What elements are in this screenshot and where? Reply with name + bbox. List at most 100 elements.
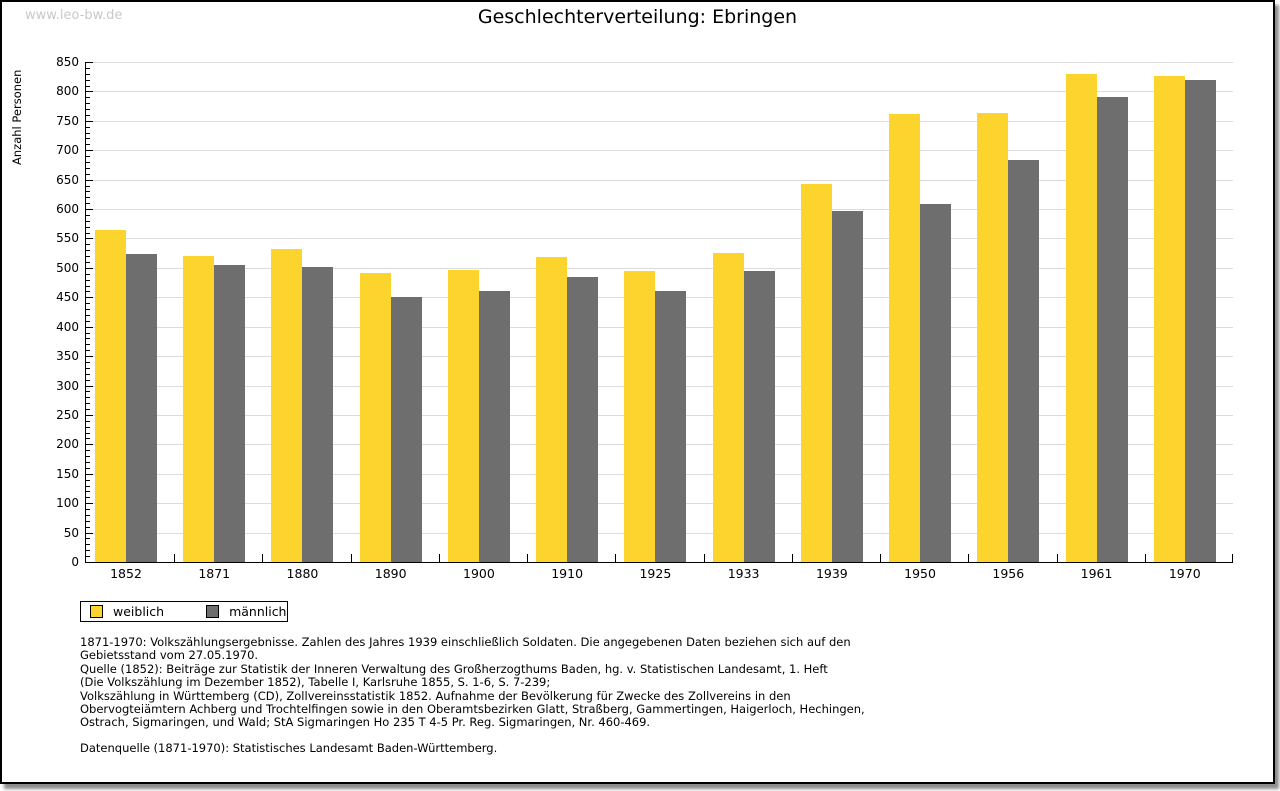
y-minor-tick-380 [86, 338, 90, 340]
y-minor-tick-630 [86, 191, 90, 193]
y-tick-label-350: 350 [56, 349, 79, 364]
y-axis-title: Anzahl Personen [10, 69, 24, 165]
y-tick-label-150: 150 [56, 466, 79, 481]
y-minor-tick-10 [86, 556, 90, 558]
y-minor-tick-610 [86, 203, 90, 205]
y-tick-label-400: 400 [56, 319, 79, 334]
bar-männlich-1880 [302, 267, 334, 562]
y-minor-tick-740 [86, 126, 90, 128]
x-tick-label-1890: 1890 [374, 566, 407, 581]
y-major-tick-500 [86, 267, 93, 269]
y-minor-tick-110 [86, 497, 90, 499]
bar-männlich-1890 [390, 296, 422, 562]
footnote-line-3: Quelle (1852): Beiträge zur Statistik de… [80, 661, 828, 676]
x-boundary-tick-2 [262, 554, 264, 562]
y-minor-tick-760 [86, 114, 90, 116]
y-minor-tick-640 [86, 185, 90, 187]
gridline-550 [86, 238, 1233, 240]
x-tick-label-1961: 1961 [1080, 566, 1113, 581]
y-tick-label-0: 0 [71, 555, 79, 569]
y-minor-tick-220 [86, 432, 90, 434]
x-boundary-tick-8 [791, 554, 793, 562]
y-minor-tick-260 [86, 409, 90, 411]
y-minor-tick-770 [86, 109, 90, 111]
y-major-tick-550 [86, 238, 93, 240]
legend-label-weiblich: weiblich [113, 604, 165, 619]
y-tick-label-450: 450 [56, 290, 79, 305]
bar-männlich-1925 [655, 290, 687, 562]
y-minor-tick-370 [86, 344, 90, 346]
x-tick-label-1871: 1871 [198, 566, 231, 581]
x-boundary-tick-4 [438, 554, 440, 562]
y-minor-tick-490 [86, 273, 90, 275]
bar-männlich-1900 [478, 291, 510, 562]
legend-item-maennlich: männlich [206, 605, 286, 618]
y-major-tick-850 [86, 62, 93, 63]
x-boundary-tick-5 [527, 554, 529, 562]
y-minor-tick-120 [86, 491, 90, 493]
y-minor-tick-330 [86, 367, 90, 369]
y-major-tick-300 [86, 385, 93, 387]
bar-weiblich-1950 [889, 113, 921, 562]
y-minor-tick-680 [86, 162, 90, 163]
datasource-line: Datenquelle (1871-1970): Statistisches L… [80, 741, 498, 755]
footnote-block: 1871-1970: Volkszählungsergebnisse. Zahl… [80, 635, 865, 730]
y-minor-tick-310 [86, 379, 90, 381]
x-tick-label-1880: 1880 [286, 566, 319, 581]
x-boundary-tick-10 [968, 554, 970, 562]
x-boundary-tick-12 [1144, 554, 1146, 562]
bar-männlich-1961 [1096, 96, 1128, 562]
y-tick-label-250: 250 [56, 407, 79, 422]
footnote-line-7: Ostrach, Sigmaringen, und Wald; StA Sigm… [80, 715, 651, 730]
y-minor-tick-520 [86, 256, 90, 258]
y-tick-label-200: 200 [56, 437, 79, 452]
x-tick-label-1910: 1910 [551, 566, 584, 581]
x-boundary-tick-6 [615, 554, 617, 562]
gridline-800 [86, 91, 1233, 93]
y-minor-tick-730 [86, 132, 90, 134]
y-minor-tick-80 [86, 514, 90, 516]
x-tick-label-1950: 1950 [904, 566, 936, 581]
x-tick-label-1939: 1939 [815, 566, 848, 581]
y-minor-tick-340 [86, 362, 90, 363]
y-tick-label-700: 700 [56, 143, 79, 158]
y-major-tick-650 [86, 179, 93, 181]
x-axis-end-tick [1232, 554, 1233, 562]
y-minor-tick-670 [86, 167, 90, 169]
y-minor-tick-230 [86, 426, 90, 428]
bar-männlich-1910 [567, 277, 599, 562]
y-minor-tick-140 [86, 479, 90, 481]
bar-weiblich-1970 [1153, 76, 1185, 562]
y-tick-label-600: 600 [56, 202, 79, 217]
y-tick-label-550: 550 [56, 231, 79, 246]
legend-swatch-weiblich [90, 605, 103, 618]
y-minor-tick-170 [86, 462, 90, 463]
y-tick-label-50: 50 [63, 525, 79, 540]
y-major-tick-700 [86, 150, 93, 152]
y-minor-tick-620 [86, 197, 90, 199]
x-boundary-tick-11 [1056, 554, 1058, 562]
y-major-tick-250 [86, 414, 93, 416]
y-minor-tick-30 [86, 544, 90, 546]
y-minor-tick-810 [86, 85, 90, 87]
y-minor-tick-40 [86, 538, 90, 540]
bar-weiblich-1939 [800, 183, 832, 562]
x-boundary-tick-9 [880, 554, 882, 562]
bar-weiblich-1933 [712, 253, 744, 562]
footnote-line-6: Obervogteiämtern Achberg und Trochtelfin… [80, 702, 865, 717]
y-major-tick-600 [86, 209, 93, 211]
bar-weiblich-1852 [95, 229, 126, 562]
bar-weiblich-1880 [271, 249, 303, 562]
footnote-line-1: 1871-1970: Volkszählungsergebnisse. Zahl… [80, 635, 851, 649]
y-minor-tick-240 [86, 420, 90, 422]
x-tick-label-1900: 1900 [463, 566, 495, 581]
gridline-650 [86, 179, 1233, 181]
y-minor-tick-820 [86, 79, 90, 81]
bar-weiblich-1890 [359, 273, 391, 562]
bar-männlich-1871 [214, 264, 246, 562]
y-minor-tick-420 [86, 314, 90, 316]
y-minor-tick-470 [86, 285, 90, 287]
y-minor-tick-840 [86, 67, 90, 69]
y-major-tick-200 [86, 444, 93, 446]
